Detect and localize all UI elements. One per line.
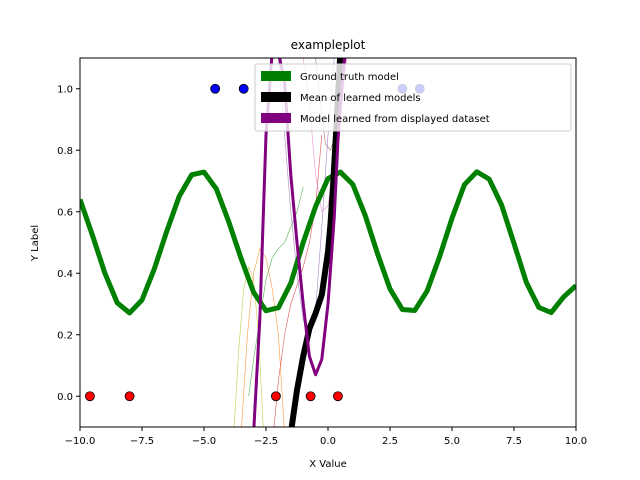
blue-data-point [210, 83, 221, 94]
x-tick-label: 2.5 [382, 436, 398, 447]
y-tick-label: 0.8 [57, 146, 73, 157]
y-axis-ticks: 0.0 0.2 0.4 0.6 0.8 1.0 [57, 84, 80, 403]
y-tick-label: 1.0 [57, 84, 73, 95]
x-tick-label: 10.0 [565, 436, 587, 447]
red-data-point [85, 391, 95, 402]
x-tick-label: 5.0 [444, 436, 460, 447]
x-tick-label: −5.0 [192, 436, 216, 447]
legend-swatch-mean [261, 92, 291, 102]
red-data-point [124, 391, 135, 402]
ground-truth-line [80, 169, 576, 316]
legend-label-ground-truth: Ground truth model [300, 72, 399, 83]
x-axis-ticks: −10.0 −7.5 −5.0 −2.5 0.0 2.5 5.0 7.5 10.0 [65, 427, 587, 447]
x-tick-label: 0.0 [320, 436, 336, 447]
red-data-point [333, 391, 343, 402]
legend-label-mean: Mean of learned models [300, 93, 421, 104]
red-data-point [271, 391, 281, 402]
x-axis-label: X Value [309, 459, 347, 470]
y-tick-label: 0.4 [57, 269, 73, 280]
red-data-point [305, 391, 316, 402]
legend-label-displayed-dataset: Model learned from displayed dataset [300, 114, 490, 125]
legend-box [254, 63, 572, 132]
x-tick-label: −2.5 [254, 436, 278, 447]
x-tick-label: −7.5 [130, 436, 154, 447]
mean-learned-line [288, 58, 344, 427]
y-tick-label: 0.0 [57, 392, 73, 403]
y-tick-label: 0.6 [57, 207, 73, 218]
blue-data-point [238, 83, 249, 94]
y-tick-label: 0.2 [57, 330, 73, 341]
x-tick-label: 7.5 [506, 436, 522, 447]
legend-swatch-ground-truth [261, 71, 291, 81]
y-axis-label: Y Label [30, 225, 41, 262]
chart-title: exampleplot [291, 38, 366, 52]
legend-swatch-displayed-dataset [261, 113, 291, 123]
x-tick-label: −10.0 [65, 436, 96, 447]
legend: Ground truth model Mean of learned model… [254, 63, 572, 132]
